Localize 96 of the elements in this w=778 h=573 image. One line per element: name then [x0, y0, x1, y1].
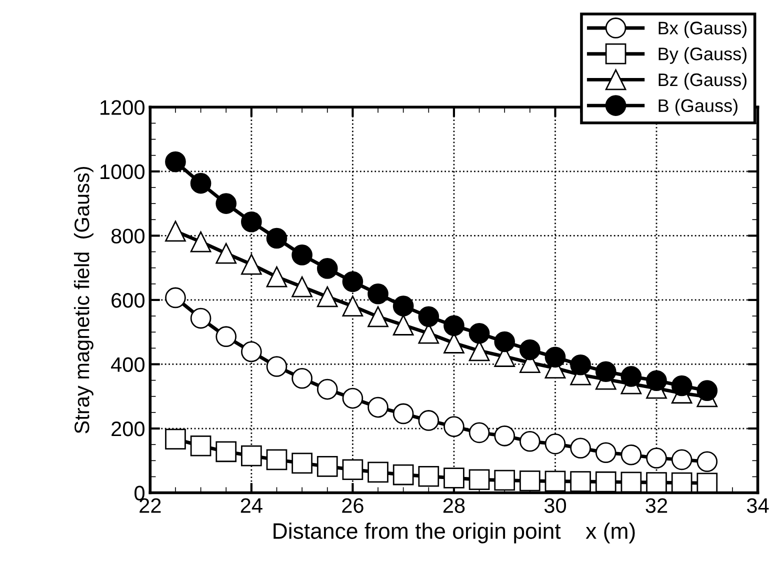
point [544, 434, 566, 454]
y-tick-label: 200 [112, 422, 144, 436]
point [646, 370, 667, 392]
point [165, 428, 186, 450]
point [190, 231, 212, 252]
point [392, 464, 414, 486]
point [368, 306, 388, 328]
y-tick-label: 1000 [100, 164, 144, 180]
point [165, 151, 186, 172]
point [266, 228, 288, 249]
y-tick-label: 1200 [100, 100, 144, 115]
point [190, 435, 212, 456]
point [520, 339, 540, 360]
point [418, 466, 440, 487]
point [418, 410, 440, 431]
y-tick-label: 400 [111, 357, 144, 372]
legend-label: By (Gauss) [658, 47, 746, 64]
point [468, 469, 490, 490]
point [266, 266, 288, 288]
y-tick-label: 0 [134, 486, 144, 501]
point [595, 471, 616, 492]
point [544, 470, 566, 492]
point [316, 456, 338, 477]
point [544, 346, 566, 368]
point [646, 448, 667, 468]
x-tick-label: 22 [140, 498, 161, 513]
point [266, 356, 288, 377]
legend-label: B (Gauss) [658, 98, 738, 116]
y-tick-label: 800 [111, 228, 144, 244]
legend-label: Bx (Gauss) [658, 21, 746, 38]
point [216, 193, 237, 214]
point [368, 283, 388, 304]
point [494, 470, 516, 491]
x-tick-label: 24 [240, 498, 262, 513]
point [620, 472, 642, 493]
point [646, 472, 667, 493]
point [190, 308, 212, 329]
point [292, 368, 312, 389]
point [392, 296, 414, 316]
point [494, 331, 516, 352]
point [620, 444, 642, 466]
point [444, 468, 464, 488]
x-tick-label: 26 [342, 498, 364, 513]
point [494, 425, 516, 446]
y-axis-title: Stray magnetic field (Gauss) [74, 166, 94, 434]
point [368, 396, 388, 418]
point [696, 472, 718, 493]
point [520, 470, 540, 492]
point [570, 471, 591, 492]
point [342, 388, 364, 409]
point [418, 306, 440, 328]
point [342, 271, 364, 292]
point [241, 254, 262, 275]
point [241, 341, 262, 362]
point [696, 451, 718, 472]
point [570, 438, 591, 459]
x-tick-label: 28 [443, 498, 465, 513]
point [165, 220, 186, 242]
point [316, 286, 338, 308]
point [216, 242, 237, 264]
point [444, 315, 464, 336]
point [165, 287, 186, 308]
legend-label: Bz (Gauss) [658, 72, 746, 90]
point [292, 244, 312, 266]
point [316, 378, 338, 400]
point [620, 366, 642, 387]
x-axis-title: Distance from the origin point x (m) [274, 522, 635, 544]
point [216, 326, 237, 348]
x-tick-label: 30 [544, 498, 566, 513]
x-tick-label: 34 [746, 498, 769, 513]
x-tick-label: 32 [646, 498, 668, 513]
point [595, 442, 616, 464]
point [190, 172, 212, 194]
point [266, 449, 288, 470]
point [468, 422, 490, 444]
point [292, 452, 312, 474]
point [241, 211, 262, 232]
y-tick-label: 600 [112, 292, 144, 308]
point [671, 472, 692, 493]
point [570, 354, 591, 376]
point [368, 462, 388, 483]
point [342, 459, 364, 480]
point [520, 430, 540, 452]
point [444, 416, 464, 437]
point [595, 361, 616, 382]
point [342, 296, 364, 316]
point [671, 449, 692, 470]
point [316, 258, 338, 279]
point [468, 322, 490, 344]
point [216, 441, 237, 462]
point [392, 314, 414, 336]
point [696, 380, 718, 402]
point [292, 276, 312, 298]
point [671, 375, 692, 396]
point [241, 445, 262, 466]
point [392, 403, 414, 424]
